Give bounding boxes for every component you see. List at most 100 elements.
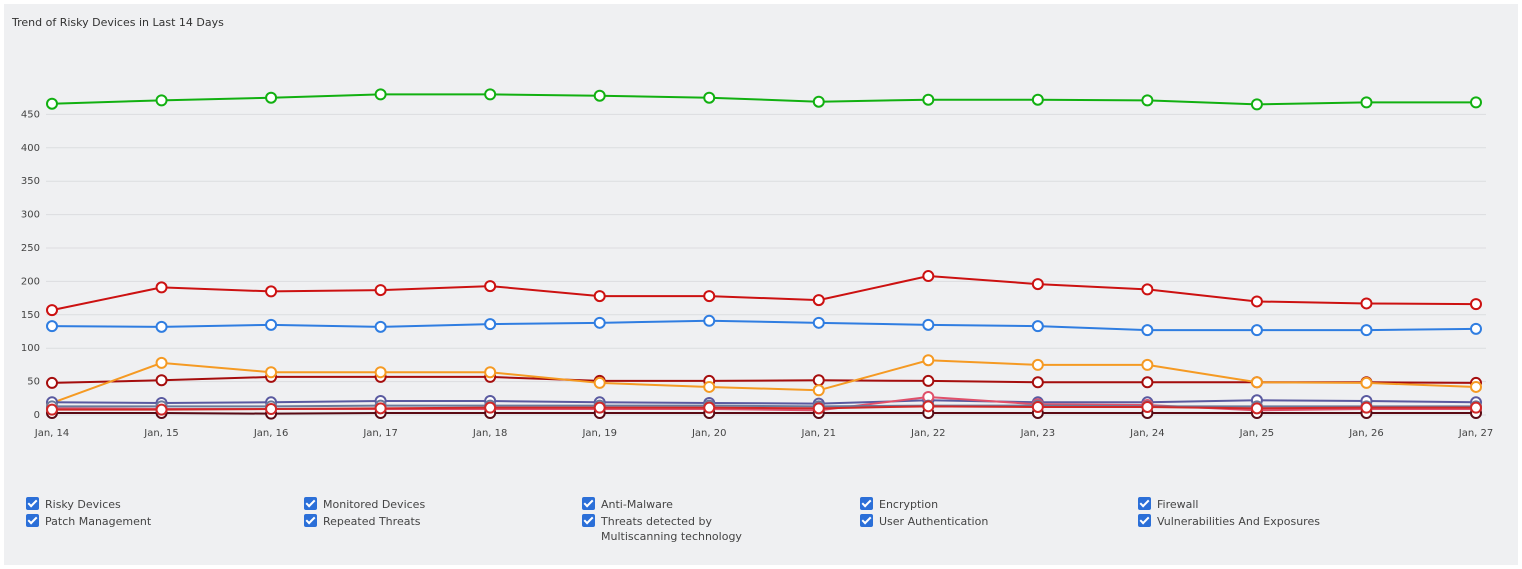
data-point bbox=[1250, 98, 1263, 111]
legend: Risky Devices Monitored Devices Anti-Malwa… bbox=[26, 497, 1426, 544]
x-tick-label: Jan, 15 bbox=[143, 428, 179, 439]
data-point bbox=[484, 280, 497, 293]
data-point bbox=[155, 320, 168, 333]
data-point bbox=[812, 95, 825, 108]
y-tick-label: 50 bbox=[27, 377, 40, 388]
data-point bbox=[703, 91, 716, 104]
series-line bbox=[51, 399, 1477, 405]
series-line bbox=[51, 319, 1477, 332]
data-point bbox=[1031, 320, 1044, 333]
data-point bbox=[155, 374, 168, 387]
data-point bbox=[922, 400, 935, 413]
data-point bbox=[1031, 278, 1044, 291]
legend-item[interactable]: User Authentication bbox=[860, 514, 1138, 544]
data-point bbox=[1141, 283, 1154, 296]
legend-item[interactable]: Anti-Malware bbox=[582, 497, 860, 512]
data-point bbox=[46, 403, 58, 416]
legend-item[interactable]: Patch Management bbox=[26, 514, 304, 544]
data-point bbox=[703, 401, 716, 414]
data-point bbox=[922, 374, 935, 387]
data-point bbox=[593, 401, 606, 414]
legend-label: Anti-Malware bbox=[601, 498, 673, 511]
x-tick-label: Jan, 19 bbox=[581, 428, 617, 439]
legend-label: Firewall bbox=[1157, 498, 1199, 511]
y-tick-label: 150 bbox=[21, 310, 40, 321]
data-point bbox=[484, 88, 497, 101]
legend-item[interactable]: Firewall bbox=[1138, 497, 1416, 512]
data-point bbox=[484, 401, 497, 414]
y-tick-label: 250 bbox=[21, 243, 40, 254]
legend-label: Encryption bbox=[879, 498, 939, 511]
data-point bbox=[374, 284, 387, 297]
data-point bbox=[703, 314, 716, 327]
legend-checkbox[interactable] bbox=[860, 497, 873, 510]
series-line bbox=[52, 411, 1476, 415]
data-point bbox=[593, 89, 606, 102]
data-point bbox=[812, 374, 825, 387]
y-tick-label: 100 bbox=[21, 343, 40, 354]
data-point bbox=[1250, 295, 1263, 308]
data-point bbox=[1360, 324, 1373, 337]
data-point bbox=[1470, 298, 1482, 311]
legend-checkbox[interactable] bbox=[582, 514, 595, 527]
data-point bbox=[265, 91, 278, 104]
data-point bbox=[1141, 376, 1154, 389]
legend-checkbox[interactable] bbox=[26, 497, 39, 510]
x-tick-label: Jan, 27 bbox=[1458, 428, 1494, 439]
data-point bbox=[922, 354, 935, 367]
y-tick-label: 350 bbox=[21, 176, 40, 187]
legend-item[interactable]: Monitored Devices bbox=[304, 497, 582, 512]
legend-checkbox[interactable] bbox=[304, 514, 317, 527]
data-point bbox=[1031, 358, 1044, 371]
legend-checkbox[interactable] bbox=[1138, 514, 1151, 527]
legend-item[interactable]: Encryption bbox=[860, 497, 1138, 512]
x-tick-label: Jan, 26 bbox=[1348, 428, 1384, 439]
legend-checkbox[interactable] bbox=[860, 514, 873, 527]
series-line bbox=[51, 359, 1477, 404]
data-point bbox=[374, 88, 387, 101]
x-tick-label: Jan, 14 bbox=[34, 428, 70, 439]
data-point bbox=[1141, 358, 1154, 371]
data-point bbox=[1360, 376, 1373, 389]
series-line bbox=[52, 405, 1476, 411]
data-point bbox=[1250, 324, 1263, 337]
legend-item[interactable]: Threats detected by Multiscanning techno… bbox=[582, 514, 860, 544]
y-tick-label: 450 bbox=[21, 109, 40, 120]
data-point bbox=[155, 356, 168, 369]
data-point bbox=[1250, 402, 1263, 415]
data-point bbox=[46, 304, 58, 317]
legend-checkbox[interactable] bbox=[582, 497, 595, 510]
legend-label: Monitored Devices bbox=[323, 498, 426, 511]
data-point bbox=[1031, 376, 1044, 389]
data-point bbox=[1141, 324, 1154, 337]
legend-label: Vulnerabilities And Exposures bbox=[1157, 515, 1320, 528]
data-point bbox=[593, 376, 606, 389]
legend-checkbox[interactable] bbox=[1138, 497, 1151, 510]
series-line bbox=[52, 404, 1476, 408]
series-line bbox=[51, 93, 1476, 106]
data-point bbox=[265, 318, 278, 331]
data-point bbox=[374, 320, 387, 333]
data-point bbox=[484, 366, 497, 379]
data-point bbox=[593, 316, 606, 329]
y-tick-label: 0 bbox=[34, 410, 40, 421]
data-point bbox=[155, 281, 168, 294]
legend-label: Risky Devices bbox=[45, 498, 121, 511]
legend-item[interactable]: Vulnerabilities And Exposures bbox=[1138, 514, 1416, 544]
data-point bbox=[46, 376, 58, 389]
data-point bbox=[1360, 297, 1373, 310]
x-tick-label: Jan, 23 bbox=[1020, 428, 1056, 439]
data-point bbox=[812, 316, 825, 329]
legend-checkbox[interactable] bbox=[304, 497, 317, 510]
data-point bbox=[922, 270, 935, 283]
data-point bbox=[265, 366, 278, 379]
legend-item[interactable]: Risky Devices bbox=[26, 497, 304, 512]
data-point bbox=[812, 384, 825, 397]
legend-checkbox[interactable] bbox=[26, 514, 39, 527]
y-tick-label: 200 bbox=[21, 276, 40, 287]
legend-label: Repeated Threats bbox=[323, 515, 421, 528]
data-point bbox=[374, 366, 387, 379]
legend-label: Patch Management bbox=[45, 515, 152, 528]
legend-item[interactable]: Repeated Threats bbox=[304, 514, 582, 544]
